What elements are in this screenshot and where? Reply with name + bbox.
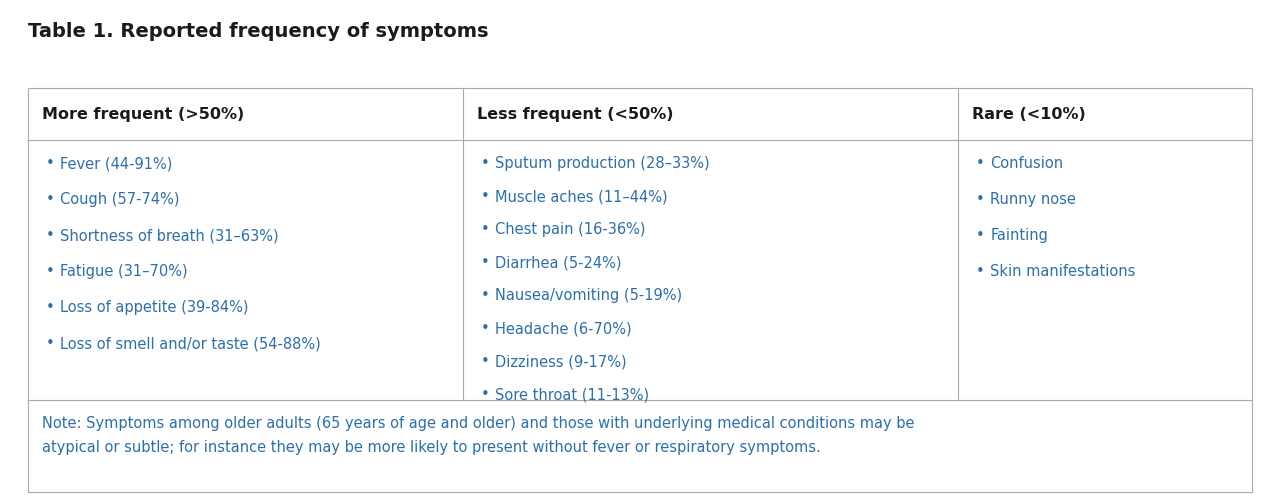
Text: •: • <box>480 189 489 204</box>
Text: •: • <box>46 192 55 207</box>
Text: Runny nose: Runny nose <box>990 192 1077 207</box>
Text: Dizziness (9-17%): Dizziness (9-17%) <box>494 354 626 369</box>
Text: Fatigue (31–70%): Fatigue (31–70%) <box>60 264 188 279</box>
Text: •: • <box>976 156 985 171</box>
Text: Skin manifestations: Skin manifestations <box>990 264 1135 279</box>
Text: •: • <box>480 156 489 171</box>
Text: •: • <box>976 192 985 207</box>
Text: •: • <box>480 387 489 402</box>
Text: Shortness of breath (31–63%): Shortness of breath (31–63%) <box>60 228 278 243</box>
Text: •: • <box>976 228 985 243</box>
Text: Rare (<10%): Rare (<10%) <box>972 107 1085 122</box>
Text: Chest pain (16-36%): Chest pain (16-36%) <box>494 222 645 237</box>
Text: •: • <box>46 156 55 171</box>
Text: •: • <box>46 264 55 279</box>
Text: •: • <box>46 336 55 351</box>
Text: Fainting: Fainting <box>990 228 1048 243</box>
Text: Loss of smell and/or taste (54-88%): Loss of smell and/or taste (54-88%) <box>60 336 321 351</box>
Text: Sore throat (11-13%): Sore throat (11-13%) <box>494 387 649 402</box>
Text: •: • <box>480 354 489 369</box>
Text: Confusion: Confusion <box>990 156 1064 171</box>
Text: Headache (6-70%): Headache (6-70%) <box>494 321 631 336</box>
Text: Table 1. Reported frequency of symptoms: Table 1. Reported frequency of symptoms <box>28 22 489 41</box>
Text: Loss of appetite (39-84%): Loss of appetite (39-84%) <box>60 300 249 315</box>
Text: Muscle aches (11–44%): Muscle aches (11–44%) <box>494 189 667 204</box>
Bar <box>28 88 1251 492</box>
Text: atypical or subtle; for instance they may be more likely to present without feve: atypical or subtle; for instance they ma… <box>42 440 821 455</box>
Text: •: • <box>480 222 489 237</box>
Text: •: • <box>480 255 489 270</box>
Text: Cough (57-74%): Cough (57-74%) <box>60 192 180 207</box>
Text: Less frequent (<50%): Less frequent (<50%) <box>476 107 673 122</box>
Text: Nausea/vomiting (5-19%): Nausea/vomiting (5-19%) <box>494 288 682 303</box>
Text: •: • <box>480 321 489 336</box>
Text: •: • <box>976 264 985 279</box>
Text: Diarrhea (5-24%): Diarrhea (5-24%) <box>494 255 621 270</box>
Text: •: • <box>46 228 55 243</box>
Text: Sputum production (28–33%): Sputum production (28–33%) <box>494 156 709 171</box>
Text: More frequent (>50%): More frequent (>50%) <box>42 107 244 122</box>
Text: •: • <box>46 300 55 315</box>
Text: Note: Symptoms among older adults (65 years of age and older) and those with und: Note: Symptoms among older adults (65 ye… <box>42 416 914 431</box>
Text: •: • <box>480 288 489 303</box>
Text: Fever (44-91%): Fever (44-91%) <box>60 156 172 171</box>
